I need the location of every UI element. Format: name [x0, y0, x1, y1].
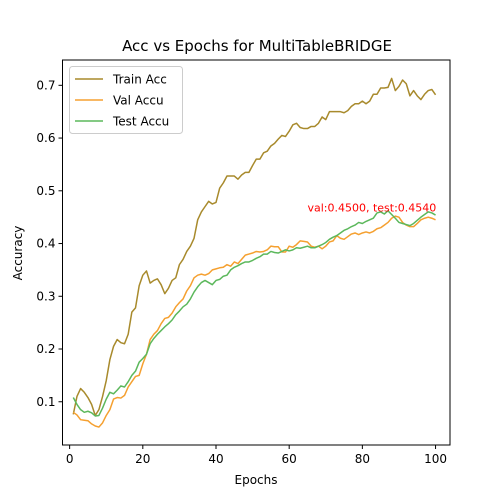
y-tick-label: 0.3: [36, 289, 55, 303]
x-tick-label: 80: [355, 452, 370, 466]
x-tick-label: 40: [208, 452, 223, 466]
chart-title: Acc vs Epochs for MultiTableBRIDGE: [122, 37, 392, 55]
y-tick-label: 0.1: [36, 395, 55, 409]
legend: Train Acc Val Accu Test Accu: [70, 67, 183, 134]
x-tick-label: 100: [424, 452, 447, 466]
y-tick-label: 0.5: [36, 184, 55, 198]
y-tick-label: 0.2: [36, 342, 55, 356]
best-score-annotation: val:0.4500, test:0.4540: [307, 202, 436, 215]
x-tick-label: 0: [66, 452, 74, 466]
y-tick-label: 0.4: [36, 237, 55, 251]
y-tick-label: 0.6: [36, 131, 55, 145]
y-axis-label: Accuracy: [11, 226, 25, 281]
legend-label-test-accu: Test Accu: [112, 115, 169, 129]
y-tick-label: 0.7: [36, 78, 55, 92]
x-axis-label: Epochs: [235, 473, 278, 487]
x-tick-label: 60: [282, 452, 297, 466]
x-tick-label: 20: [135, 452, 150, 466]
legend-label-train-acc: Train Acc: [112, 73, 167, 87]
legend-label-val-accu: Val Accu: [113, 94, 164, 108]
